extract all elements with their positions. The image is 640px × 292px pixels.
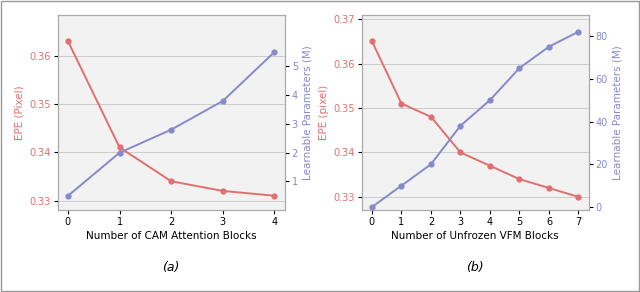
Y-axis label: Learnable Parameters (M): Learnable Parameters (M) (302, 45, 312, 180)
Y-axis label: EPE (Pixel): EPE (Pixel) (15, 85, 25, 140)
Text: (a): (a) (163, 261, 180, 274)
Text: (b): (b) (467, 261, 484, 274)
X-axis label: Number of Unfrozen VFM Blocks: Number of Unfrozen VFM Blocks (392, 231, 559, 241)
Y-axis label: Learnable Parameters (M): Learnable Parameters (M) (612, 45, 622, 180)
Y-axis label: EPE (pixel): EPE (pixel) (319, 85, 329, 140)
X-axis label: Number of CAM Attention Blocks: Number of CAM Attention Blocks (86, 231, 257, 241)
